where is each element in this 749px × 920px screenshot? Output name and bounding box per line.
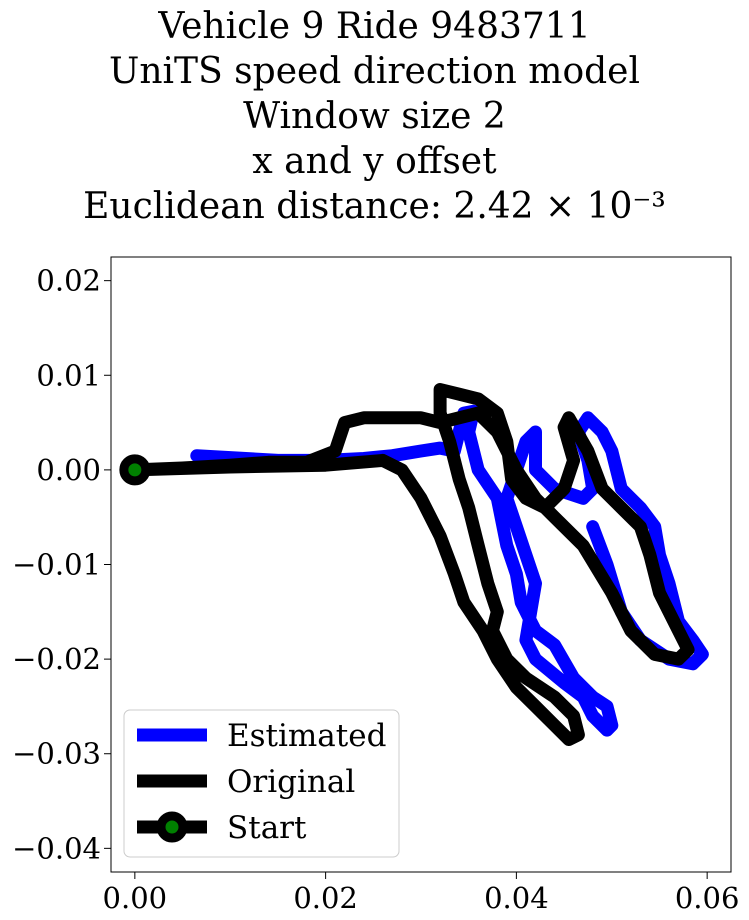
y-tick-label: −0.02: [12, 642, 101, 676]
chart-title: Vehicle 9 Ride 9483711 UniTS speed direc…: [0, 4, 749, 229]
title-line-2: UniTS speed direction model: [109, 51, 640, 92]
x-tick-label: 0.00: [103, 881, 168, 915]
y-tick-label: −0.01: [12, 548, 101, 582]
title-line-3: Window size 2: [243, 96, 506, 137]
y-tick-label: 0.00: [36, 453, 101, 487]
x-tick-label: 0.04: [484, 881, 549, 915]
x-tick-label: 0.06: [675, 881, 740, 915]
axis-ticks: 0.00 0.02 0.04 0.06 0.02 0.01 0.00 −0.01 −0.02 −0…: [12, 264, 739, 915]
y-tick-label: −0.04: [12, 831, 101, 865]
legend: Estimated Original Start: [123, 709, 400, 858]
x-tick-label: 0.02: [293, 881, 358, 915]
series-layer: [119, 383, 709, 746]
y-tick-label: −0.03: [12, 737, 101, 771]
legend-box: [123, 709, 400, 858]
legend-label-original: Original: [227, 764, 355, 800]
y-tick-label: 0.02: [36, 264, 101, 298]
y-tick-label: 0.01: [36, 358, 101, 392]
legend-label-estimated: Estimated: [227, 718, 386, 754]
legend-marker-start: [156, 811, 188, 843]
series-line-original: [128, 383, 695, 746]
title-line-5: Euclidean distance: 2.42 × 10⁻³: [83, 186, 666, 227]
start-point-marker: [119, 454, 151, 486]
title-line-4: x and y offset: [252, 141, 497, 182]
title-line-1: Vehicle 9 Ride 9483711: [158, 6, 591, 47]
legend-label-start: Start: [227, 810, 307, 846]
